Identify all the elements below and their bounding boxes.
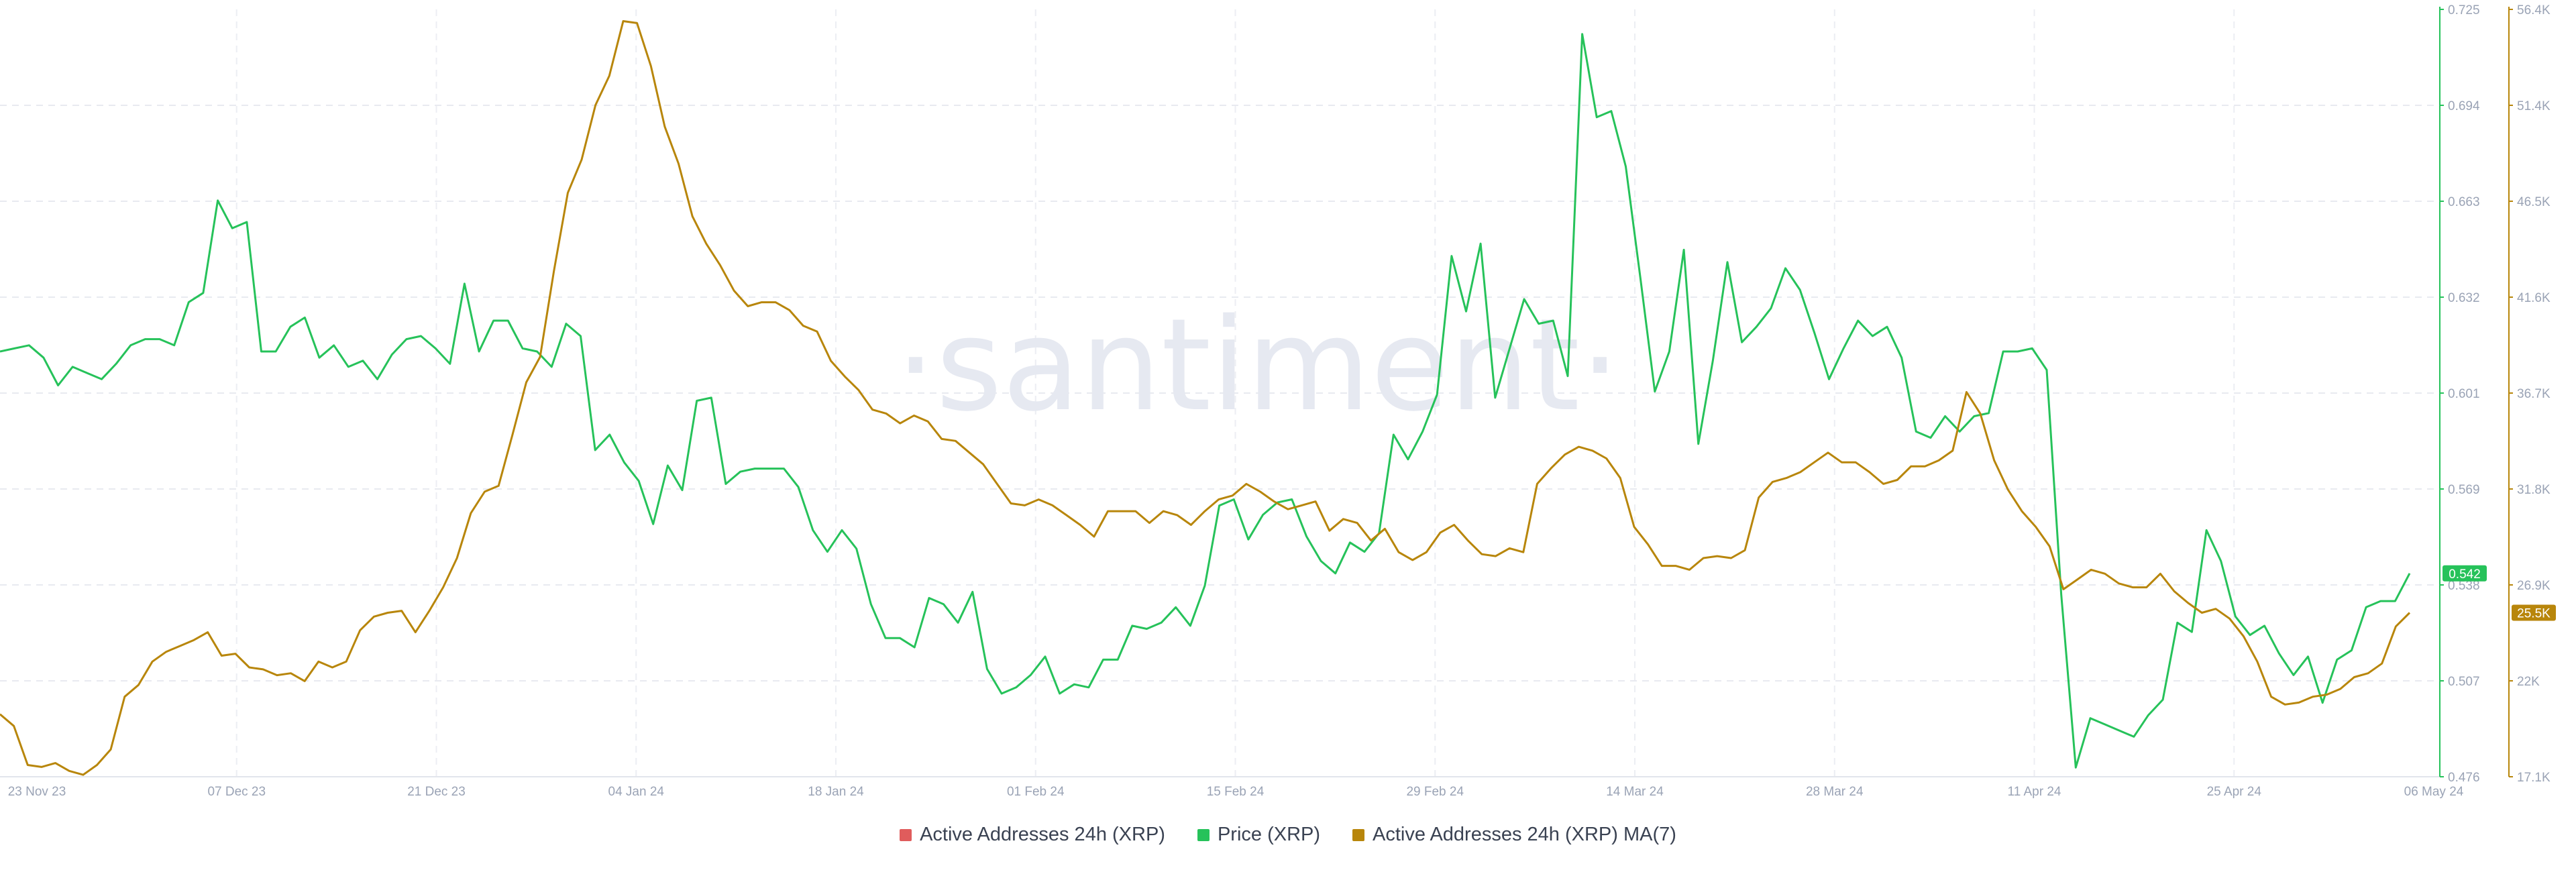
price-tick-label: 0.507 bbox=[2448, 675, 2480, 689]
x-tick-label: 11 Apr 24 bbox=[2008, 785, 2061, 799]
addresses-tick-label: 26.9K bbox=[2517, 579, 2551, 593]
x-tick-label: 23 Nov 23 bbox=[8, 785, 66, 799]
series-lines bbox=[0, 20, 2411, 776]
x-tick-label: 28 Mar 24 bbox=[1806, 785, 1864, 799]
price-last-value-text: 0.542 bbox=[2449, 567, 2481, 582]
price-tick-label: 0.569 bbox=[2448, 483, 2480, 497]
x-tick-label: 15 Feb 24 bbox=[1207, 785, 1265, 799]
x-tick-label: 14 Mar 24 bbox=[1606, 785, 1664, 799]
last-value-badges: 0.542 25.5K bbox=[2443, 565, 2556, 621]
legend-item-price[interactable]: Price (XRP) bbox=[1197, 824, 1320, 846]
x-tick-label: 01 Feb 24 bbox=[1007, 785, 1065, 799]
price-tick-label: 0.663 bbox=[2448, 195, 2480, 209]
price-series-line bbox=[0, 33, 2411, 769]
legend-item-active-addresses[interactable]: Active Addresses 24h (XRP) bbox=[900, 824, 1165, 846]
addresses-tick-label: 22K bbox=[2517, 675, 2540, 689]
price-tick-label: 0.476 bbox=[2448, 771, 2480, 785]
x-tick-label: 25 Apr 24 bbox=[2207, 785, 2262, 799]
x-tick-label: 06 May 24 bbox=[2404, 785, 2464, 799]
addresses-tick-label: 36.7K bbox=[2517, 387, 2551, 401]
price-last-value-badge bbox=[2443, 565, 2487, 582]
legend-item-active-addresses-ma7[interactable]: Active Addresses 24h (XRP) MA(7) bbox=[1352, 824, 1676, 846]
price-axis-tick-labels: 0.725 0.694 0.663 0.632 0.601 0.569 0.538 0.507… bbox=[2448, 3, 2480, 785]
x-axis-tick-labels: 23 Nov 23 07 Dec 23 21 Dec 23 04 Jan 24 18 J… bbox=[8, 785, 2464, 799]
addresses-tick-label: 31.8K bbox=[2517, 483, 2551, 497]
addresses-axis-tick-labels: 56.4K 51.4K 46.5K 41.6K 36.7K 31.8K 26.9K 22K 17… bbox=[2517, 3, 2551, 785]
legend-label-active-addresses-ma7: Active Addresses 24h (XRP) MA(7) bbox=[1373, 824, 1676, 845]
addresses-tick-label: 46.5K bbox=[2517, 195, 2551, 209]
price-tick-label: 0.725 bbox=[2448, 3, 2480, 17]
legend-swatch-active-addresses bbox=[900, 828, 912, 841]
price-tick-label: 0.538 bbox=[2448, 579, 2480, 593]
grid-lines bbox=[0, 9, 2440, 777]
legend-swatch-active-addresses-ma7 bbox=[1352, 828, 1365, 841]
legend: Active Addresses 24h (XRP) Price (XRP) A… bbox=[0, 824, 2576, 846]
addresses-last-value-text: 25.5K bbox=[2517, 606, 2551, 620]
x-tick-label: 07 Dec 23 bbox=[207, 785, 266, 799]
legend-swatch-price bbox=[1197, 828, 1210, 841]
price-tick-label: 0.632 bbox=[2448, 291, 2480, 305]
x-tick-label: 18 Jan 24 bbox=[808, 785, 864, 799]
addresses-tick-label: 51.4K bbox=[2517, 99, 2551, 113]
addresses-tick-label: 56.4K bbox=[2517, 3, 2551, 17]
x-tick-label: 21 Dec 23 bbox=[407, 785, 466, 799]
x-tick-label: 29 Feb 24 bbox=[1406, 785, 1464, 799]
legend-label-price: Price (XRP) bbox=[1217, 824, 1321, 845]
price-tick-label: 0.694 bbox=[2448, 99, 2480, 113]
addresses-tick-label: 17.1K bbox=[2517, 771, 2551, 785]
addresses-last-value-badge bbox=[2512, 604, 2556, 621]
axes bbox=[0, 7, 2513, 777]
legend-label-active-addresses: Active Addresses 24h (XRP) bbox=[920, 824, 1165, 845]
price-tick-label: 0.601 bbox=[2448, 387, 2480, 401]
x-tick-label: 04 Jan 24 bbox=[608, 785, 665, 799]
active-addresses-ma7-series-line bbox=[0, 20, 2411, 776]
santiment-watermark: ·santiment· bbox=[896, 291, 1621, 439]
addresses-tick-label: 41.6K bbox=[2517, 291, 2551, 305]
